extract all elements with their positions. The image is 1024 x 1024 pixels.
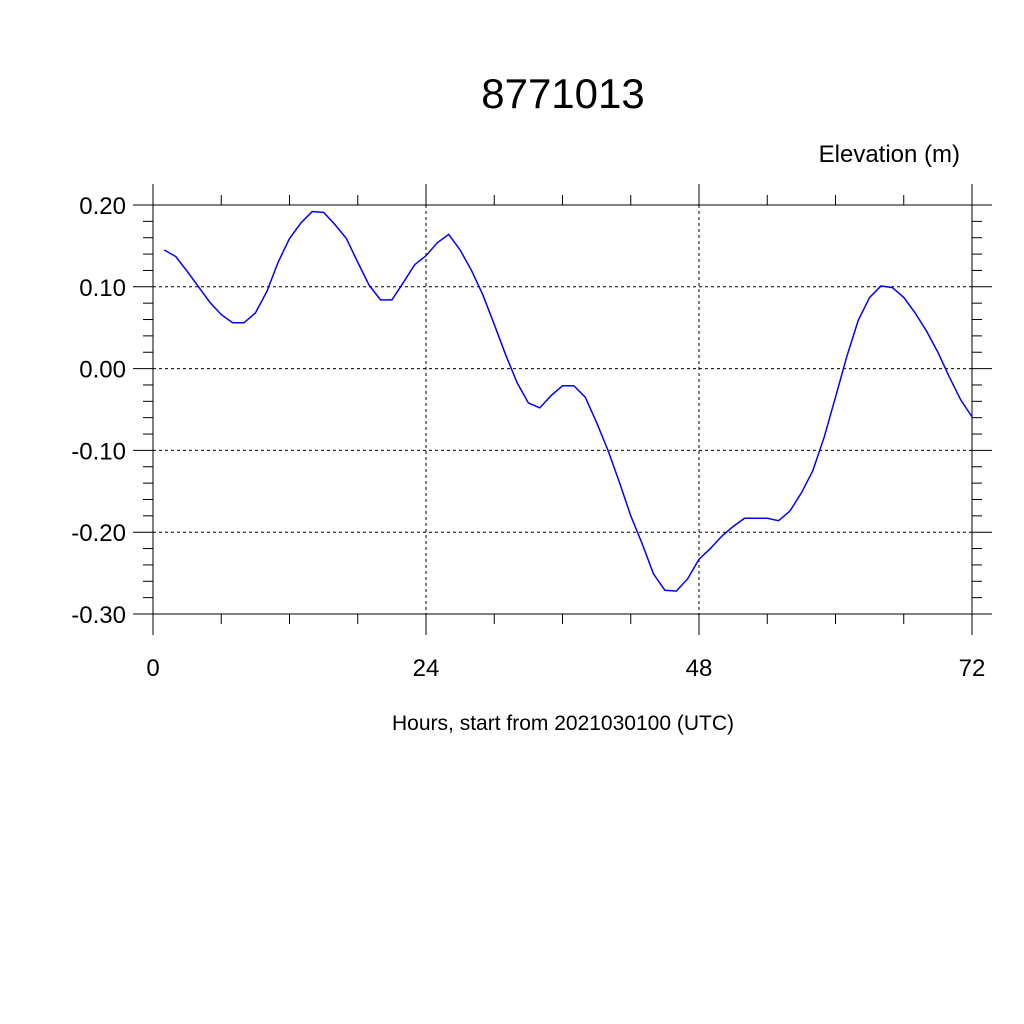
data-line: [164, 210, 973, 592]
y-tick-label: 0.10: [79, 275, 126, 302]
y-tick-label: 0.20: [79, 193, 126, 220]
x-tick-label: 0: [146, 655, 159, 682]
x-axis-label: Hours, start from 2021030100 (UTC): [392, 712, 734, 735]
plot-frame: [152, 204, 973, 615]
y-tick-label: -0.20: [71, 520, 126, 547]
x-tick-label: 72: [959, 655, 986, 682]
chart-title: 8771013: [481, 70, 645, 117]
y-tick-label: -0.10: [71, 438, 126, 465]
x-tick-label: 48: [686, 655, 713, 682]
y-tick-label: -0.30: [71, 602, 126, 629]
y-tick-label: 0.00: [79, 357, 126, 384]
y-axis-label: Elevation (m): [819, 141, 960, 168]
x-tick-label: 24: [413, 655, 440, 682]
